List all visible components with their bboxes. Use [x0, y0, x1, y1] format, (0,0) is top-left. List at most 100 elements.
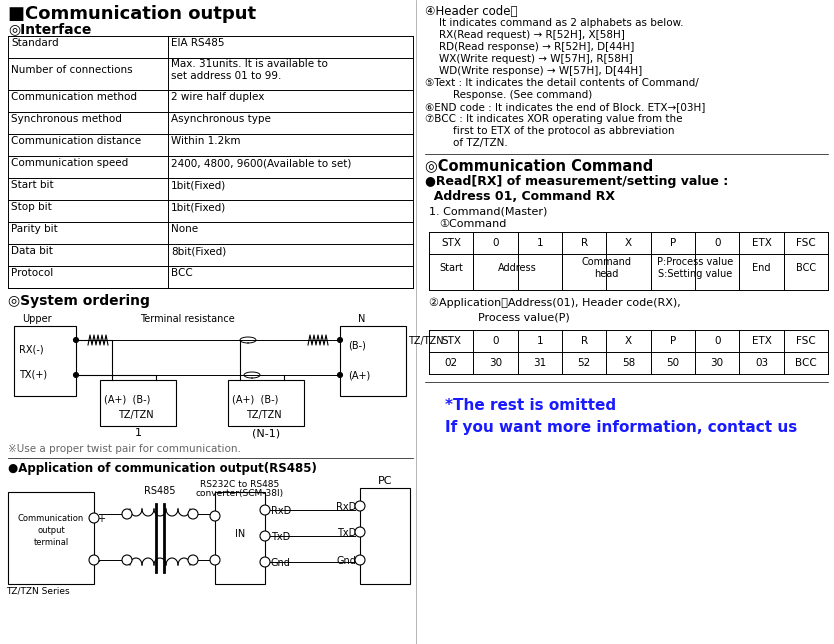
Text: ①Command: ①Command	[439, 219, 506, 229]
Text: 2 wire half duplex: 2 wire half duplex	[171, 92, 264, 102]
Bar	[340, 326, 406, 396]
Text: R: R	[580, 238, 588, 248]
Text: RX(-): RX(-)	[19, 344, 43, 354]
Circle shape	[355, 527, 365, 537]
Text: R: R	[580, 336, 588, 346]
Text: Command
head: Command head	[581, 257, 631, 279]
Text: FSC: FSC	[796, 238, 816, 248]
Text: TxD: TxD	[337, 528, 356, 538]
Text: Start bit: Start bit	[11, 180, 53, 190]
Bar	[228, 380, 304, 426]
Circle shape	[89, 513, 99, 523]
Text: 8bit(Fixed): 8bit(Fixed)	[171, 246, 226, 256]
Text: BCC: BCC	[796, 263, 816, 273]
Text: TxD: TxD	[271, 532, 290, 542]
Text: Communication: Communication	[18, 514, 84, 523]
Text: RS485: RS485	[144, 486, 176, 496]
Text: PC: PC	[378, 476, 392, 486]
Text: Parity bit: Parity bit	[11, 224, 58, 234]
Text: Communication distance: Communication distance	[11, 136, 141, 146]
Text: 31: 31	[533, 358, 546, 368]
Text: Number of connections: Number of connections	[11, 65, 133, 75]
Text: Asynchronous type: Asynchronous type	[171, 114, 271, 124]
Text: BCC: BCC	[171, 268, 193, 278]
Text: Standard: Standard	[11, 38, 58, 48]
Text: (A+)  (B-): (A+) (B-)	[232, 394, 279, 404]
Text: ●Read[RX] of measurement/setting value :: ●Read[RX] of measurement/setting value :	[425, 175, 728, 188]
Text: 0: 0	[714, 238, 721, 248]
Text: ②Application：Address(01), Header code(RX),: ②Application：Address(01), Header code(RX…	[429, 298, 681, 308]
Text: WD(Write response) → W[57H], D[44H]: WD(Write response) → W[57H], D[44H]	[439, 66, 642, 76]
Text: 02: 02	[445, 358, 458, 368]
Bar	[215, 492, 265, 584]
Text: Max. 31units. It is available to
set address 01 to 99.: Max. 31units. It is available to set add…	[171, 59, 328, 80]
Text: TZ/TZN Series: TZ/TZN Series	[6, 586, 69, 595]
Circle shape	[73, 337, 78, 343]
Text: -: -	[97, 556, 101, 566]
Text: 1. Command(Master): 1. Command(Master)	[429, 206, 547, 216]
Bar	[100, 380, 176, 426]
Text: WX(Write request) → W[57H], R[58H]: WX(Write request) → W[57H], R[58H]	[439, 54, 633, 64]
Text: P:Process value
S:Setting value: P:Process value S:Setting value	[657, 257, 733, 279]
Text: Upper: Upper	[22, 314, 52, 324]
Text: TZ/TZN: TZ/TZN	[408, 336, 444, 346]
Text: Synchronous method: Synchronous method	[11, 114, 122, 124]
Text: RS232C to RS485: RS232C to RS485	[200, 480, 279, 489]
Bar	[360, 488, 410, 584]
Text: (N-1): (N-1)	[252, 428, 280, 438]
Text: X: X	[625, 238, 632, 248]
Text: STX: STX	[441, 336, 461, 346]
Text: TX(+): TX(+)	[19, 369, 48, 379]
Text: ④Header code：: ④Header code：	[425, 5, 518, 18]
Text: End: End	[752, 263, 771, 273]
Text: IN: IN	[235, 529, 245, 539]
Text: ◎Communication Command: ◎Communication Command	[425, 158, 653, 173]
Circle shape	[122, 555, 132, 565]
Text: Gnd: Gnd	[271, 558, 291, 568]
Text: ETX: ETX	[751, 238, 771, 248]
Text: Process value(P): Process value(P)	[429, 312, 570, 322]
Bar	[14, 326, 76, 396]
Text: ⑦BCC : It indicates XOR operating value from the: ⑦BCC : It indicates XOR operating value …	[425, 114, 682, 124]
Text: ●Application of communication output(RS485): ●Application of communication output(RS4…	[8, 462, 317, 475]
Text: Communication speed: Communication speed	[11, 158, 128, 168]
Text: of TZ/TZN.: of TZ/TZN.	[453, 138, 508, 148]
Circle shape	[355, 501, 365, 511]
Text: P: P	[670, 238, 676, 248]
Circle shape	[89, 555, 99, 565]
Text: 03: 03	[755, 358, 768, 368]
Circle shape	[188, 509, 198, 519]
Text: first to ETX of the protocol as abbreviation: first to ETX of the protocol as abbrevia…	[453, 126, 675, 136]
Circle shape	[260, 557, 270, 567]
Circle shape	[210, 511, 220, 521]
Text: FSC: FSC	[796, 336, 816, 346]
Text: Response. (See command): Response. (See command)	[453, 90, 592, 100]
Text: ETX: ETX	[751, 336, 771, 346]
Text: 0: 0	[714, 336, 721, 346]
Text: ⑤Text : It indicates the detail contents of Command/: ⑤Text : It indicates the detail contents…	[425, 78, 699, 88]
Text: ◎System ordering: ◎System ordering	[8, 294, 150, 308]
Text: TZ/TZN: TZ/TZN	[118, 410, 153, 420]
Circle shape	[338, 372, 343, 377]
Text: Data bit: Data bit	[11, 246, 53, 256]
Text: output: output	[38, 526, 65, 535]
Text: Address 01, Command RX: Address 01, Command RX	[425, 190, 615, 203]
Text: Start: Start	[440, 263, 463, 273]
Text: RD(Read response) → R[52H], D[44H]: RD(Read response) → R[52H], D[44H]	[439, 42, 635, 52]
Text: None: None	[171, 224, 198, 234]
Circle shape	[260, 505, 270, 515]
Text: *The rest is omitted: *The rest is omitted	[445, 398, 616, 413]
Text: Protocol: Protocol	[11, 268, 53, 278]
Text: BCC: BCC	[795, 358, 816, 368]
Circle shape	[338, 337, 343, 343]
Text: Gnd: Gnd	[336, 556, 356, 566]
Text: X: X	[625, 336, 632, 346]
Text: RxD: RxD	[336, 502, 356, 512]
Text: TZ/TZN: TZ/TZN	[246, 410, 282, 420]
Text: 30: 30	[711, 358, 724, 368]
Text: Communication method: Communication method	[11, 92, 137, 102]
Text: N: N	[358, 314, 365, 324]
Text: 30: 30	[489, 358, 502, 368]
Text: (B-): (B-)	[348, 340, 366, 350]
Text: It indicates command as 2 alphabets as below.: It indicates command as 2 alphabets as b…	[439, 18, 684, 28]
